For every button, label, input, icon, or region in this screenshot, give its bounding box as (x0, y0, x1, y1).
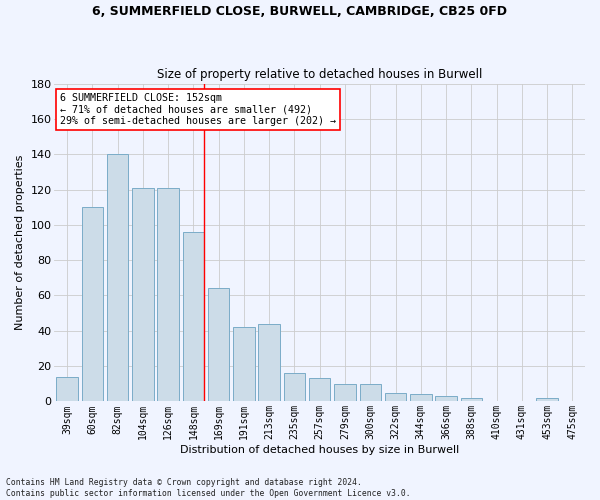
Bar (461, 398, 482, 402)
Text: Contains HM Land Registry data © Crown copyright and database right 2024.
Contai: Contains HM Land Registry data © Crown c… (6, 478, 410, 498)
Bar (208, 288, 229, 402)
Bar (259, 324, 280, 402)
Bar (132, 188, 154, 402)
Bar (157, 188, 179, 402)
Bar (309, 378, 331, 402)
Bar (82, 207, 103, 402)
Bar (182, 232, 204, 402)
Bar (284, 373, 305, 402)
Bar (107, 154, 128, 402)
Bar (436, 396, 457, 402)
Text: 6, SUMMERFIELD CLOSE, BURWELL, CAMBRIDGE, CB25 0FD: 6, SUMMERFIELD CLOSE, BURWELL, CAMBRIDGE… (92, 5, 508, 18)
Text: 6 SUMMERFIELD CLOSE: 152sqm
← 71% of detached houses are smaller (492)
29% of se: 6 SUMMERFIELD CLOSE: 152sqm ← 71% of det… (60, 93, 336, 126)
X-axis label: Distribution of detached houses by size in Burwell: Distribution of detached houses by size … (180, 445, 460, 455)
Bar (410, 394, 431, 402)
Bar (233, 327, 254, 402)
Bar (536, 398, 558, 402)
Y-axis label: Number of detached properties: Number of detached properties (15, 155, 25, 330)
Title: Size of property relative to detached houses in Burwell: Size of property relative to detached ho… (157, 68, 482, 81)
Bar (334, 384, 356, 402)
Bar (359, 384, 381, 402)
Bar (385, 392, 406, 402)
Bar (56, 376, 78, 402)
